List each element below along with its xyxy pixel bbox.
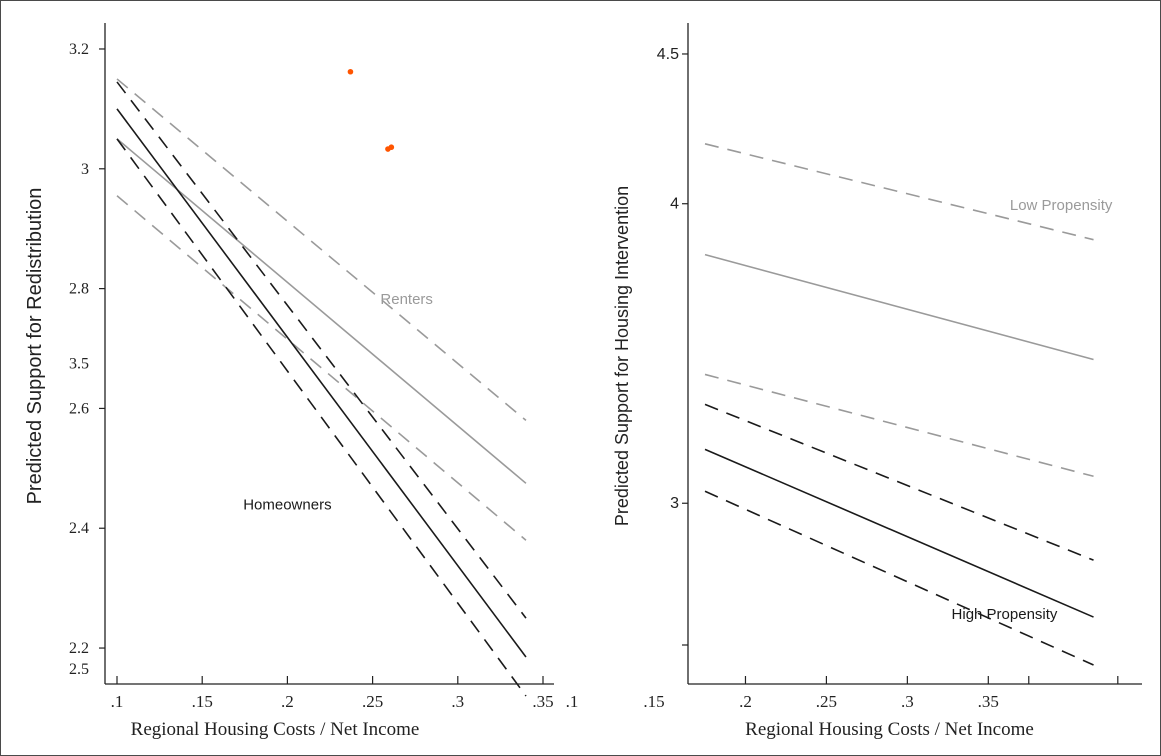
y-axis-label: Predicted Support for Redistribution [24,188,46,505]
x-tick-label: .3 [901,692,914,711]
series-annotation: High Propensity [952,606,1058,623]
data-marker [388,144,395,151]
black-series-line-ci [116,81,527,619]
y-tick-label: 3 [670,495,679,512]
y-tick-label: 3.2 [69,41,89,58]
x-tick-label: .35 [532,692,553,711]
x-tick-label: .2 [739,692,752,711]
x-tick-label: .25 [816,692,837,711]
gray-series-line-estimate [116,138,527,484]
black-series-line-ci [704,403,1094,561]
x-tick-label: .1 [111,692,124,711]
x-tick-label: .2 [281,692,294,711]
x-tick-label: .25 [362,692,383,711]
x-axis-label: Regional Housing Costs / Net Income [745,719,1034,740]
x-axis-label: Regional Housing Costs / Net Income [131,719,420,740]
series-annotation: Low Propensity [1010,197,1113,214]
y-tick-label: 3 [81,161,89,178]
gray-series-line-ci [704,373,1094,478]
y-tick-label: 2.8 [69,281,89,298]
series-annotation: Homeowners [243,496,331,513]
y-tick-label: 2.4 [69,520,89,537]
y-tick-label: 3.5 [69,355,89,372]
series-annotation: Renters [380,291,433,308]
gray-series-line-estimate [704,253,1094,361]
black-series-line-ci [116,138,527,697]
x-tick-label: .1 [566,692,579,711]
y-axis-label: Predicted Support for Housing Interventi… [612,186,632,526]
y-tick-label: 2.5 [69,661,89,678]
x-tick-label: .15 [643,692,664,711]
gray-series-line-ci [116,78,527,422]
y-tick-label: 4 [670,196,679,213]
gray-series-line-ci [116,195,527,541]
black-series-line-ci [704,490,1094,666]
x-tick-label: .15 [192,692,213,711]
black-series-line-estimate [704,448,1094,618]
x-tick-label: .3 [451,692,464,711]
gray-series-line-ci [704,143,1094,241]
y-tick-label: 2.6 [69,400,89,417]
data-marker [347,68,354,75]
y-tick-label: 4.5 [657,46,679,63]
x-tick-label: .35 [978,692,999,711]
y-tick-label: 2.2 [69,640,89,657]
black-series-line-estimate [116,108,527,658]
